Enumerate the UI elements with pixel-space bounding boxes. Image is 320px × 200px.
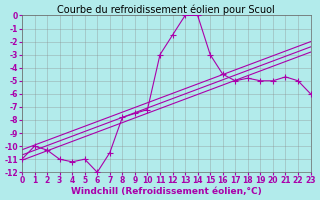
Title: Courbe du refroidissement éolien pour Scuol: Courbe du refroidissement éolien pour Sc… — [57, 4, 275, 15]
X-axis label: Windchill (Refroidissement éolien,°C): Windchill (Refroidissement éolien,°C) — [71, 187, 262, 196]
